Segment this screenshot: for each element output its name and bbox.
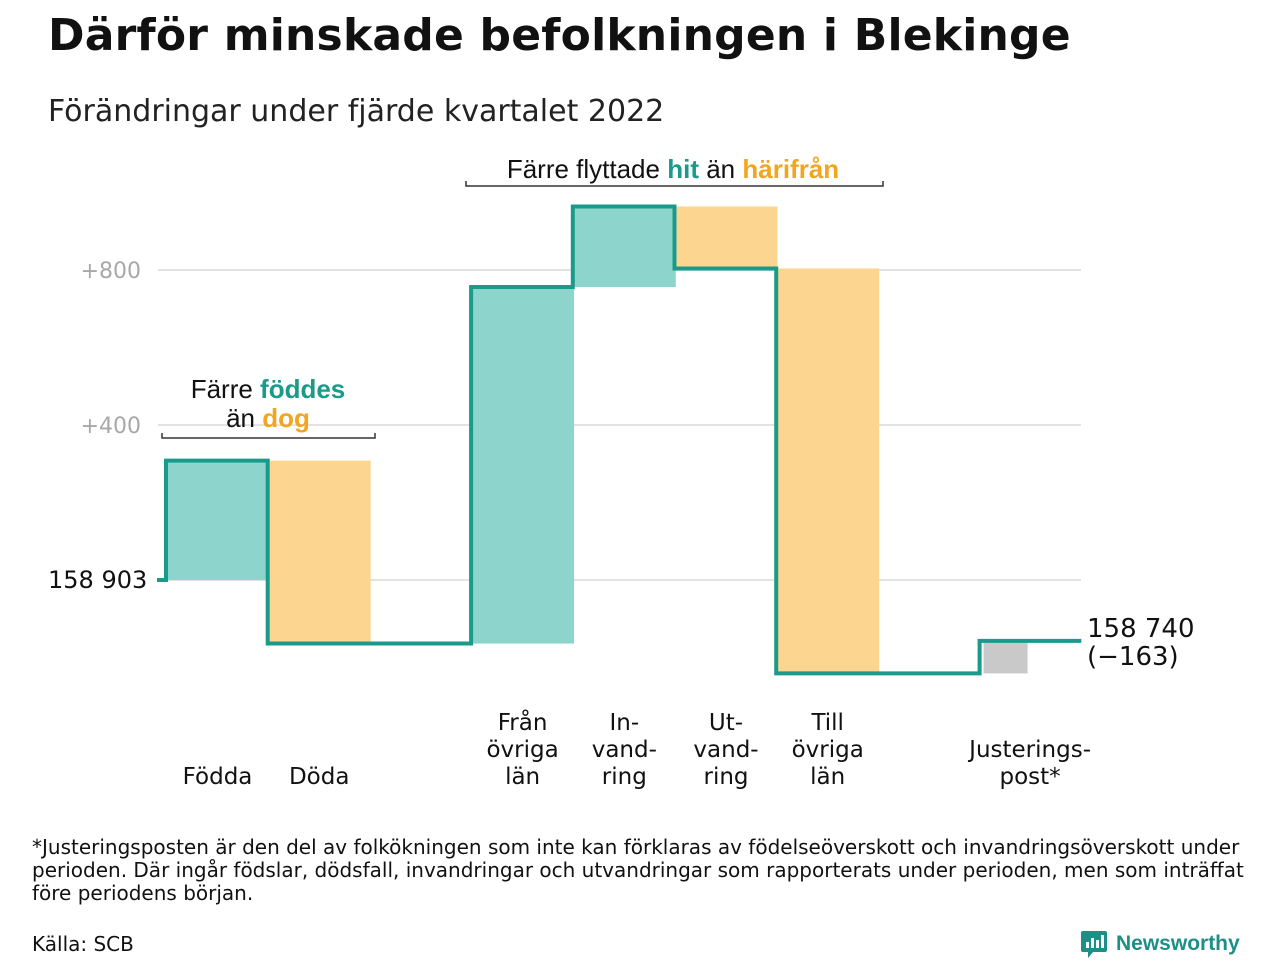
newsworthy-logo-icon (1081, 931, 1107, 958)
waterfall-bar (983, 640, 1028, 674)
annotation-bracket (465, 181, 884, 187)
waterfall-bar (166, 460, 269, 580)
category-label: övriga (486, 737, 558, 763)
category-label: Justerings- (967, 737, 1091, 763)
annotation-segment: härifrån (742, 154, 839, 184)
annotation-text: Färre flyttade hit än härifrån (507, 154, 839, 184)
annotation-segment: Färre flyttade (507, 154, 667, 184)
end-value-label: 158 740 (1087, 614, 1195, 644)
waterfall-bar (674, 206, 778, 269)
annotation-segment: än (226, 403, 262, 433)
annotation-segment: än (699, 154, 742, 184)
annotation-bracket (161, 433, 376, 439)
waterfall-bar (267, 460, 371, 644)
annotation-text: Färre föddes (191, 374, 346, 404)
chart-subtitle: Förändringar under fjärde kvartalet 2022 (48, 94, 665, 129)
category-label: ring (703, 764, 748, 790)
annotation-text: än dog (226, 403, 310, 433)
category-label: Till (810, 710, 844, 736)
waterfall-bar (572, 206, 676, 288)
category-label: ring (602, 764, 647, 790)
category-label: Från (498, 708, 548, 736)
start-value-label: 158 903 (48, 566, 147, 594)
category-label: Döda (289, 764, 349, 790)
category-label: vand- (693, 737, 758, 763)
footnote: *Justeringsposten är den del av folkökni… (32, 835, 1244, 905)
annotation-segment: hit (667, 154, 699, 184)
annotation-segment: dog (262, 403, 310, 433)
source-label: Källa: SCB (32, 932, 134, 956)
waterfall-bar (471, 287, 575, 644)
y-tick-label: +400 (81, 414, 141, 439)
category-label: län (810, 764, 845, 790)
running-total-line (157, 204, 1082, 676)
annotation-segment: föddes (260, 374, 345, 404)
category-label: Födda (183, 764, 253, 790)
annotation-segment: Färre (191, 374, 260, 404)
category-label: Ut- (709, 710, 743, 736)
brand-name: Newsworthy (1116, 932, 1240, 955)
chart-title: Därför minskade befolkningen i Blekinge (48, 10, 1071, 61)
category-label: övriga (792, 737, 864, 763)
category-label: län (505, 764, 540, 790)
waterfall-bar (776, 268, 880, 674)
category-label: vand- (592, 737, 657, 763)
end-change-label: (−163) (1087, 642, 1179, 672)
waterfall-chart: +400 +800 158 903 158 740(−163) Födda Döda Frå… (48, 154, 1195, 790)
category-label: In- (609, 710, 639, 736)
brand-logo[interactable]: Newsworthy (1080, 928, 1240, 960)
category-label: post* (1000, 764, 1061, 790)
y-tick-label: +800 (81, 259, 141, 284)
